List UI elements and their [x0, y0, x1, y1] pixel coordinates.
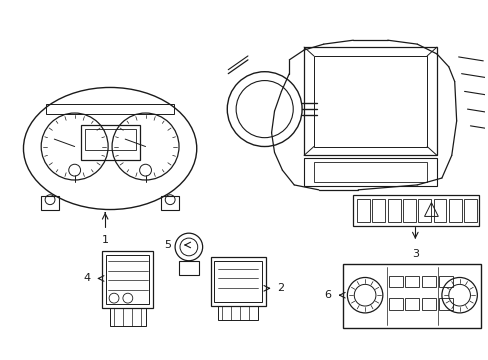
- Bar: [343, 264, 480, 328]
- Bar: [357, 199, 369, 222]
- Bar: [46, 104, 174, 114]
- Bar: [210, 257, 265, 306]
- Bar: [463, 199, 476, 222]
- Bar: [352, 195, 478, 226]
- Text: 4: 4: [83, 274, 90, 283]
- Bar: [214, 261, 261, 302]
- Bar: [438, 275, 452, 287]
- Bar: [388, 275, 402, 287]
- Text: 1: 1: [102, 235, 108, 245]
- Text: 2: 2: [277, 283, 284, 293]
- Bar: [438, 298, 452, 310]
- Bar: [421, 275, 435, 287]
- Bar: [448, 199, 461, 222]
- Bar: [179, 261, 198, 275]
- Bar: [161, 196, 179, 210]
- Bar: [313, 162, 426, 182]
- Bar: [84, 129, 136, 150]
- Bar: [433, 199, 446, 222]
- Bar: [405, 275, 418, 287]
- Bar: [304, 158, 436, 186]
- Bar: [313, 56, 426, 147]
- Bar: [417, 199, 430, 222]
- Bar: [102, 251, 153, 308]
- Bar: [106, 255, 149, 304]
- Bar: [372, 199, 385, 222]
- Bar: [110, 308, 145, 326]
- Text: 3: 3: [411, 249, 418, 259]
- Bar: [304, 47, 436, 156]
- Bar: [405, 298, 418, 310]
- Text: 5: 5: [164, 240, 171, 250]
- Bar: [387, 199, 400, 222]
- Bar: [41, 196, 59, 210]
- Bar: [81, 125, 140, 160]
- Bar: [421, 298, 435, 310]
- Bar: [388, 298, 402, 310]
- Bar: [218, 306, 257, 320]
- Text: 6: 6: [324, 290, 331, 300]
- Bar: [402, 199, 415, 222]
